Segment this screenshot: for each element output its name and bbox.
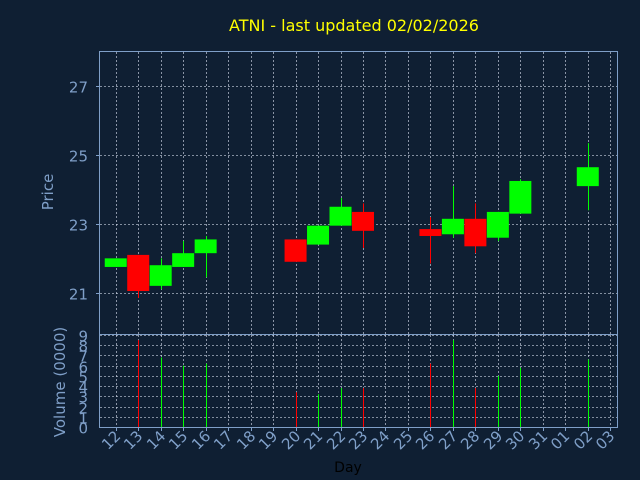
volume-tick-label: 1 <box>78 410 88 428</box>
price-tick-label: 27 <box>69 79 88 97</box>
volume-bars <box>138 340 589 427</box>
candle-body <box>104 258 127 267</box>
price-y-ticks: 21 23 25 27 <box>69 79 100 304</box>
candle-body <box>127 254 150 292</box>
candle-body <box>576 167 599 187</box>
candle-body <box>464 218 487 247</box>
candle-body <box>172 253 195 267</box>
price-panel-frame <box>99 51 618 335</box>
candle-body <box>149 265 172 286</box>
price-axis-label: Price <box>39 174 57 211</box>
volume-panel-frame <box>99 334 618 428</box>
chart-title: ATNI - last updated 02/02/2026 <box>229 16 479 35</box>
candle-body <box>307 225 330 245</box>
volume-tick-label: 0 <box>78 420 88 438</box>
candle-body <box>351 211 374 231</box>
volume-tick-label: 6 <box>78 359 88 377</box>
volume-tick-label: 5 <box>78 369 88 387</box>
volume-tick-label: 2 <box>78 400 88 418</box>
price-tick-label: 25 <box>69 148 88 166</box>
price-tick-label: 21 <box>69 286 88 304</box>
candle-body <box>419 229 442 236</box>
candle-body <box>329 206 352 226</box>
candle-body <box>194 239 217 254</box>
x-ticks: 1213141516171819202122232425262728293031… <box>98 427 618 453</box>
x-axis-label: Day <box>334 460 362 476</box>
price-tick-label: 23 <box>69 217 88 235</box>
x-tick-label: 03 <box>592 427 618 453</box>
candle-body <box>441 218 464 235</box>
volume-tick-label: 4 <box>78 379 88 397</box>
volume-tick-label: 3 <box>78 389 88 407</box>
volume-tick-label: 9 <box>78 328 88 346</box>
candle-body <box>486 211 509 238</box>
price-candles <box>104 143 599 298</box>
candle-body <box>509 180 532 214</box>
candle-body <box>284 239 307 262</box>
volume-tick-label: 8 <box>78 338 88 356</box>
volume-grid <box>100 335 617 428</box>
volume-axis-label: Volume (0000) <box>51 327 69 437</box>
price-grid <box>100 52 617 334</box>
volume-tick-label: 7 <box>78 348 88 366</box>
